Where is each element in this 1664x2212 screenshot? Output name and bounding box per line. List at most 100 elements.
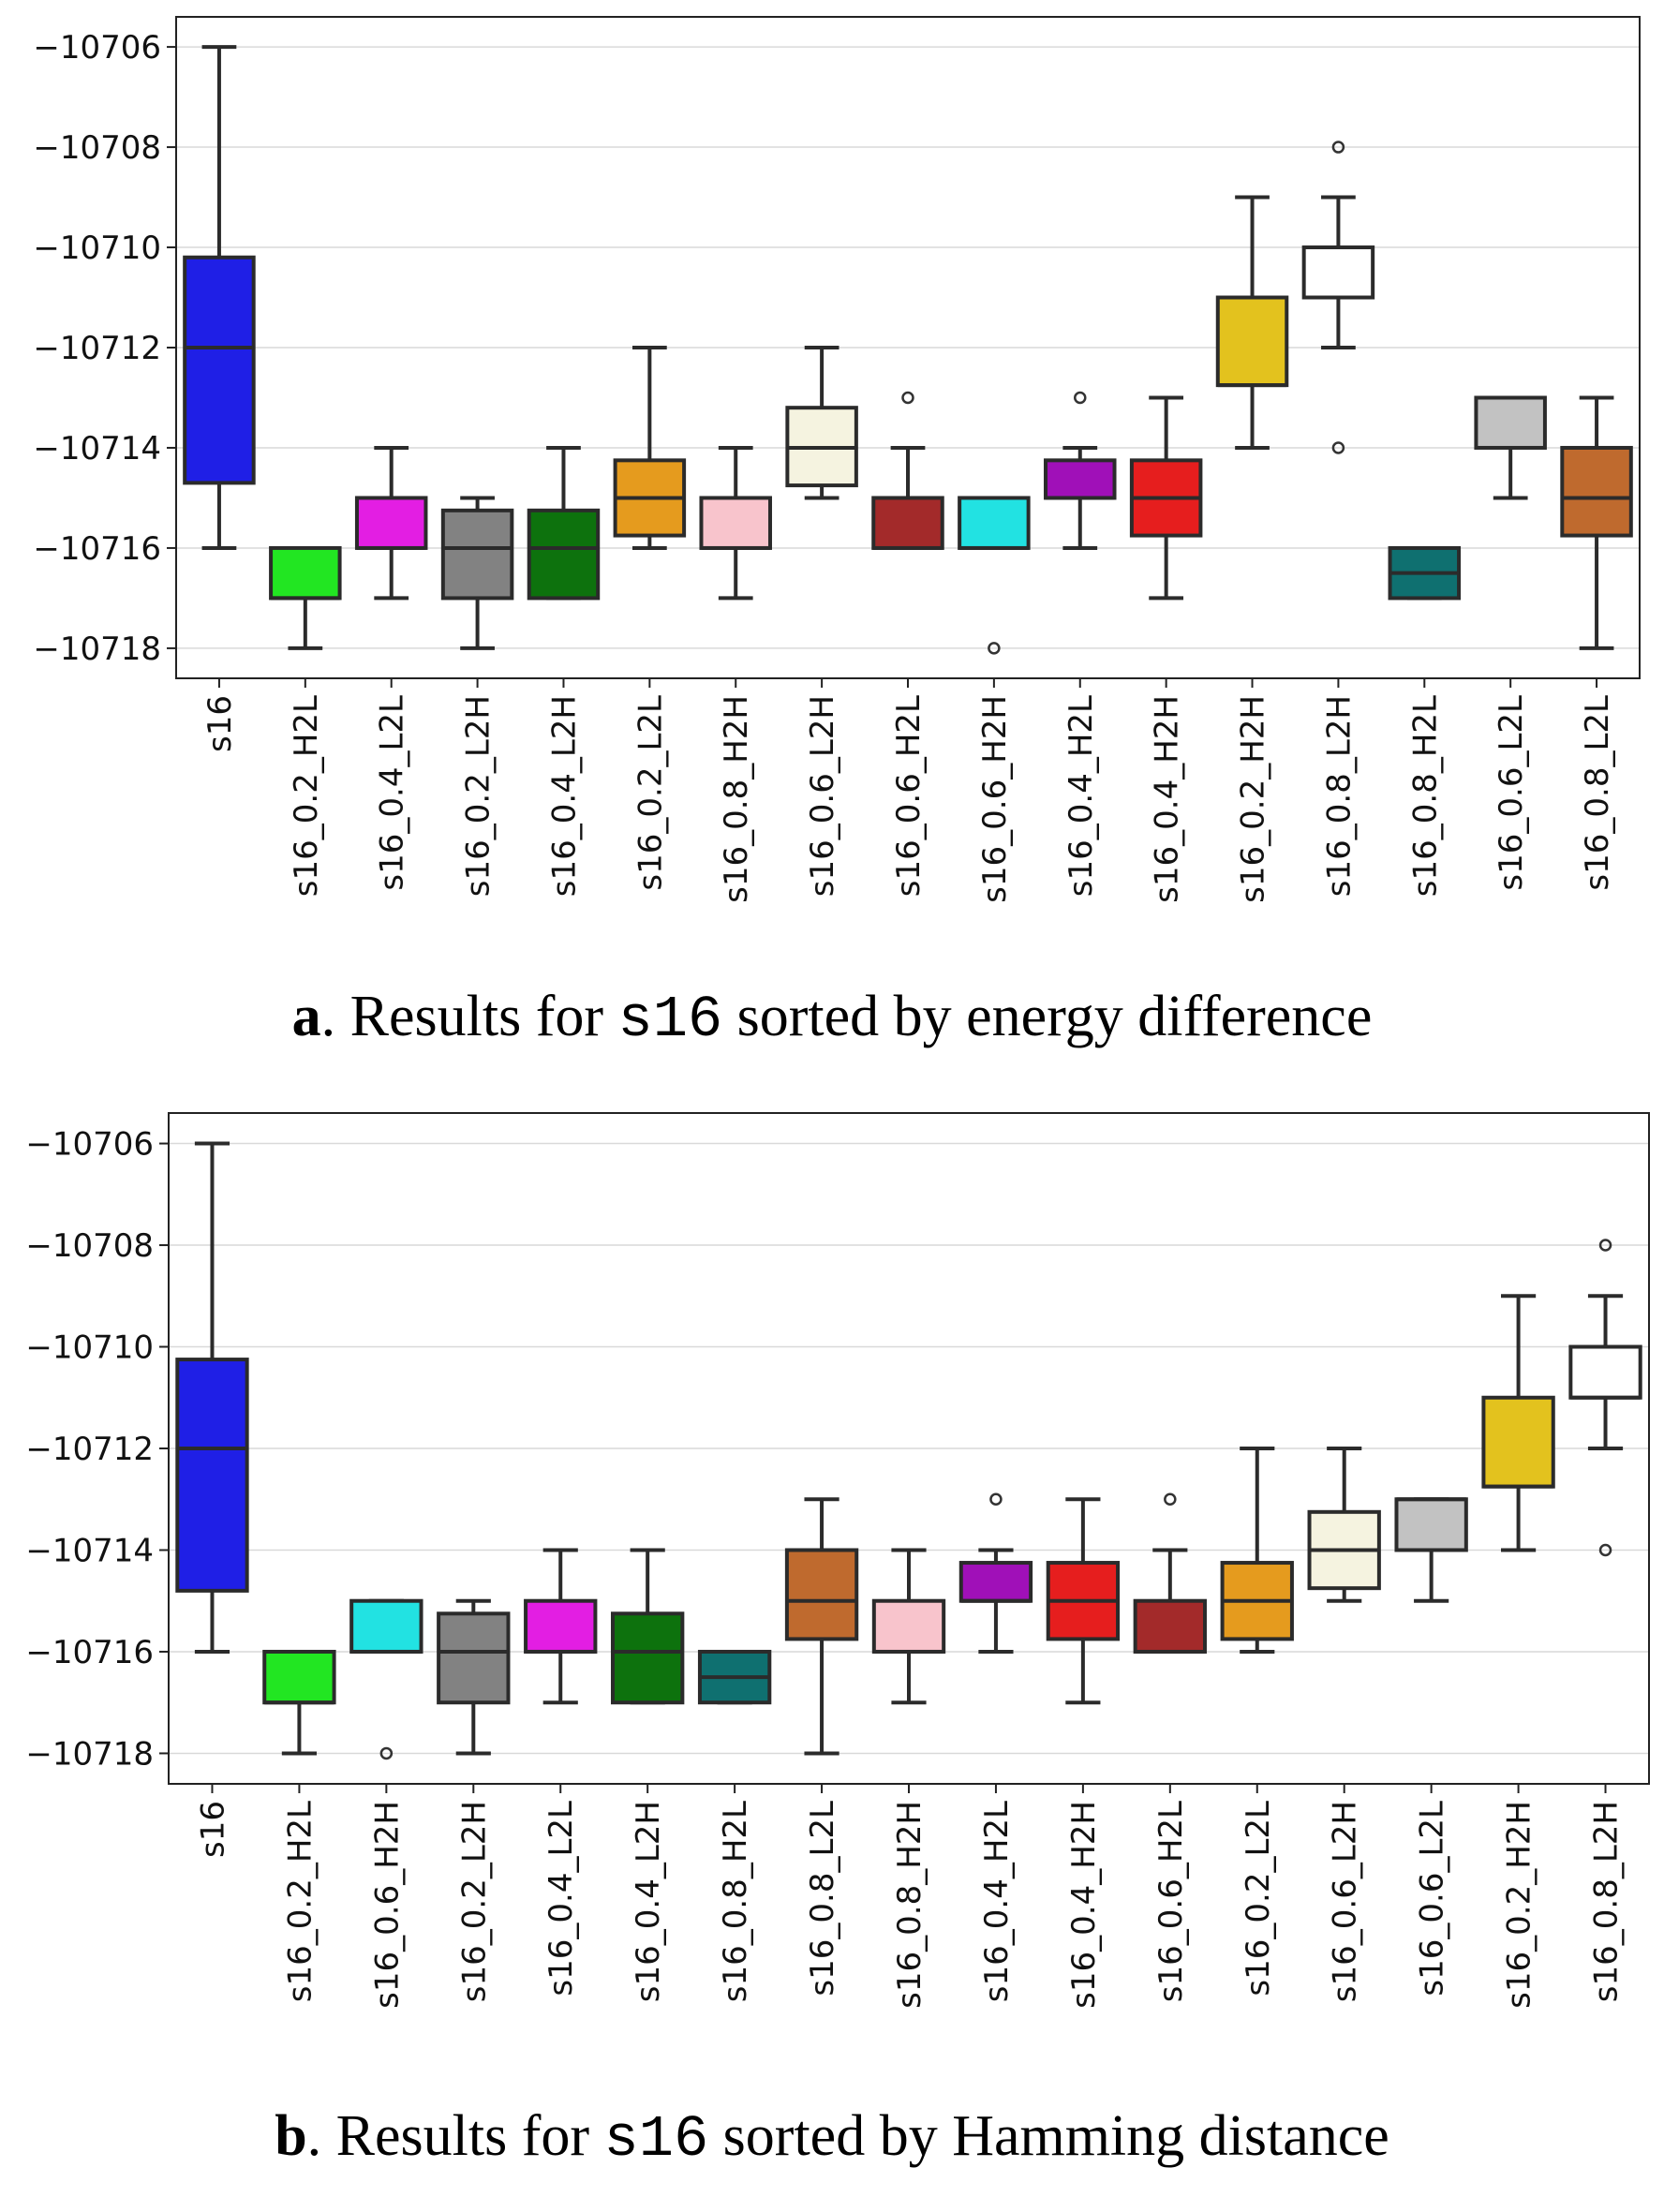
x-tick-label: s16_0.6_H2H (976, 695, 1014, 903)
box (784, 1548, 859, 1641)
box-group (1474, 395, 1547, 500)
box (958, 496, 1031, 550)
box-group (1044, 391, 1117, 550)
box (437, 1611, 511, 1705)
box (354, 496, 428, 550)
caption-a: a. Results for s16 sorted by energy diff… (292, 985, 1373, 1053)
box-group (349, 1598, 423, 1760)
x-tick-label: s16_0.4_L2H (630, 1801, 667, 2002)
box-group (1215, 195, 1289, 450)
x-tick-label: s16_0.6_H2L (1152, 1801, 1190, 2002)
box-group (175, 1141, 249, 1654)
caption-a-letter: a (292, 985, 321, 1048)
caption-a-after: sorted by energy difference (722, 985, 1372, 1048)
box-group (871, 1548, 946, 1705)
box-group (871, 391, 944, 550)
box (524, 1598, 598, 1654)
box (871, 1598, 946, 1654)
x-tick-label: s16_0.4_H2H (1149, 695, 1186, 903)
box-group (785, 346, 858, 500)
box-group (1394, 1497, 1468, 1603)
y-tick-label: −10718 (33, 631, 161, 668)
x-tick-label: s16_0.2_L2L (631, 695, 669, 891)
box-group (1568, 1239, 1642, 1557)
x-tick-label: s16_0.4_L2L (542, 1801, 580, 1997)
box-group (699, 445, 772, 601)
box (1474, 395, 1547, 450)
x-tick-label: s16_0.6_L2L (1493, 695, 1530, 891)
x-tick-label: s16_0.8_H2L (1406, 695, 1444, 897)
y-tick-label: −10716 (33, 530, 161, 568)
outlier-point (901, 391, 914, 405)
box (1215, 295, 1289, 388)
x-tick-label: s16_0.6_L2H (804, 695, 841, 897)
x-tick-label: s16_0.8_L2H (1588, 1801, 1626, 2002)
box (1133, 1598, 1208, 1654)
box (699, 496, 772, 550)
box-group (354, 445, 428, 601)
x-tick-label: s16_0.6_H2L (890, 695, 928, 897)
box (269, 545, 342, 601)
box (1568, 1344, 1642, 1400)
box-group (524, 1548, 598, 1705)
x-tick-label: s16_0.6_H2H (368, 1801, 406, 2009)
chart-a: −10706 −10708 −10710 −10712 −10714 −10716 −107… (33, 16, 1641, 903)
box-group (440, 496, 514, 650)
box-group (262, 1649, 336, 1756)
y-tick-label: −10710 (25, 1329, 154, 1367)
y-tick-label: −10710 (33, 230, 161, 267)
caption-a-before: . Results for (321, 985, 618, 1048)
x-tick-label: s16_0.4_H2L (978, 1801, 1016, 2002)
box (183, 255, 256, 485)
outlier-point (1331, 441, 1345, 454)
box-group (611, 1548, 685, 1705)
x-tick-label: s16 (194, 1801, 231, 1858)
caption-b-after: sorted by Hamming distance (708, 2104, 1389, 2168)
y-tick-label: −10714 (25, 1532, 154, 1569)
y-tick-label: −10718 (25, 1735, 154, 1773)
box (1044, 458, 1117, 500)
box-group (1307, 1447, 1381, 1603)
outlier-point (988, 642, 1001, 655)
box-group (697, 1649, 772, 1705)
x-tick-label: s16_0.8_H2L (717, 1801, 754, 2002)
axes-frame (168, 1112, 1650, 1785)
box (871, 496, 944, 550)
x-tick-label: s16_0.6_L2H (1327, 1801, 1364, 2002)
box (958, 1561, 1033, 1603)
x-tick-label: s16_0.8_L2L (1579, 695, 1616, 891)
x-tick-label: s16_0.8_H2H (718, 695, 755, 903)
x-tick-label: s16_0.2_L2H (455, 1801, 493, 2002)
outlier-point (379, 1746, 394, 1760)
box-group (527, 445, 601, 601)
x-tick-label: s16_0.2_H2L (288, 695, 325, 897)
x-tick-label: s16_0.8_L2H (1320, 695, 1358, 897)
y-tick-label: −10716 (25, 1634, 154, 1671)
x-tick-label: s16_0.2_L2L (1240, 1801, 1277, 1997)
box-group (1133, 1492, 1208, 1654)
box (1481, 1395, 1555, 1489)
box-group (958, 1492, 1033, 1654)
box (349, 1598, 423, 1654)
box (440, 508, 514, 601)
y-tick-label: −10706 (33, 29, 161, 67)
outlier-point (1164, 1492, 1177, 1506)
box (1560, 445, 1633, 538)
box (262, 1649, 336, 1705)
x-tick-label: s16_0.6_L2L (1414, 1801, 1451, 1997)
x-tick-label: s16_0.2_H2L (281, 1801, 319, 2002)
box (1301, 245, 1375, 300)
x-tick-label: s16_0.8_H2H (891, 1801, 929, 2009)
caption-b-code: s16 (604, 2106, 709, 2173)
box-group (269, 545, 342, 650)
x-tick-label: s16_0.4_L2H (545, 695, 583, 897)
y-tick-label: −10708 (25, 1227, 154, 1265)
box-group (784, 1497, 859, 1756)
chart-b: −10706 −10708 −10710 −10712 −10714 −10716 −107… (25, 1112, 1650, 2009)
x-tick-label: s16_0.2_H2H (1501, 1801, 1538, 2009)
box-group (1301, 141, 1375, 454)
outlier-point (1598, 1543, 1612, 1557)
outlier-point (989, 1492, 1003, 1506)
y-tick-label: −10714 (33, 430, 161, 468)
